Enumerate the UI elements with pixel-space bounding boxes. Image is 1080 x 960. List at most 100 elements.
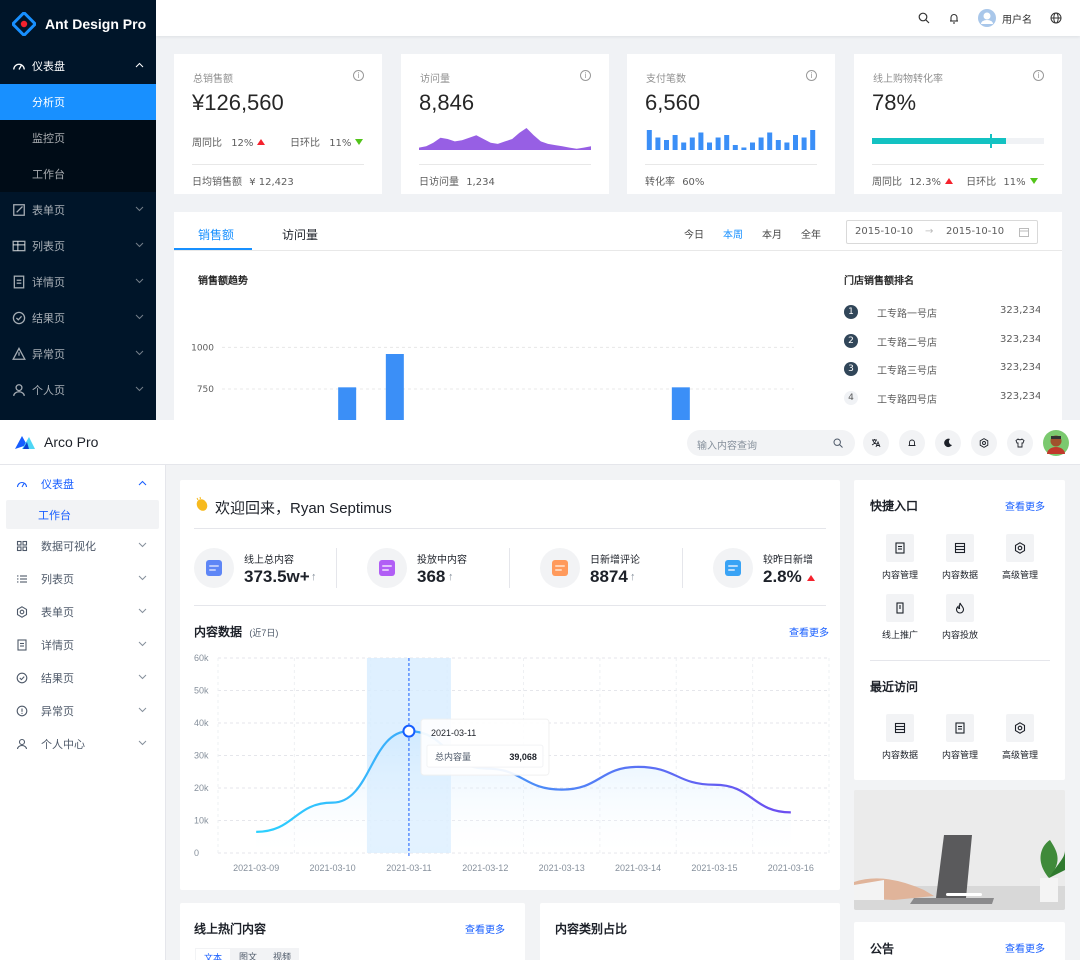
ant-submenu-item[interactable]: 监控页 (32, 132, 65, 145)
notification-button[interactable] (899, 430, 925, 456)
arco-menu-item[interactable]: 表单页 (0, 595, 165, 628)
translate-icon (871, 439, 881, 448)
fire-icon (955, 602, 965, 614)
date-range-picker[interactable]: 2015-10-10 → 2015-10-10 (846, 220, 1038, 244)
info-icon[interactable]: i (353, 70, 364, 81)
language-button[interactable] (863, 430, 889, 456)
ant-menu-item[interactable]: 详情页 (0, 264, 156, 300)
date-start[interactable]: 2015-10-10 (855, 226, 914, 237)
range-month[interactable]: 本月 (762, 230, 782, 241)
arco-menu-item[interactable]: 结果页 (0, 661, 165, 694)
recent-title: 最近访问 (870, 680, 919, 694)
arco-menu-item[interactable]: 数据可视化 (0, 529, 165, 562)
x-tick-label: 2021-03-15 (691, 863, 737, 873)
stat-label: 较昨日新增 (763, 555, 813, 566)
ant-submenu: 分析页监控页工作台 (0, 84, 156, 192)
mini-bar (801, 137, 807, 150)
apps-icon (16, 540, 28, 551)
tab-visits[interactable]: 访问量 (282, 228, 319, 242)
ant-logo[interactable]: Ant Design Pro (0, 0, 156, 48)
username[interactable]: 用户名 (1002, 14, 1032, 26)
file-icon (895, 542, 905, 554)
ant-menu-item[interactable]: 列表页 (0, 228, 156, 264)
tab-sales[interactable]: 销售额 (198, 228, 235, 242)
card-value: ¥126,560 (192, 90, 284, 115)
quick-entry-item[interactable]: 高级管理 (990, 714, 1050, 761)
menu-label: 详情页 (41, 639, 74, 652)
arco-menu-item[interactable]: 仪表盘 (0, 467, 165, 500)
quick-entry-item[interactable]: 高级管理 (990, 534, 1050, 581)
ant-menu-item[interactable]: 表单页 (0, 192, 156, 228)
divider (194, 605, 826, 606)
banner-carousel[interactable] (854, 790, 1065, 910)
arco-submenu-item[interactable]: 工作台 (6, 500, 159, 529)
chevron-down-icon (138, 542, 147, 548)
range-today[interactable]: 今日 (684, 230, 704, 241)
sales-bar[interactable] (385, 354, 404, 420)
view-more-link[interactable]: 查看更多 (1005, 944, 1045, 955)
divider (872, 164, 1044, 165)
tab-image-text[interactable]: 图文 (239, 952, 258, 960)
view-more-link[interactable]: 查看更多 (1005, 502, 1045, 513)
trend-label: 日环比 (290, 138, 320, 149)
theme-button[interactable] (935, 430, 961, 456)
ant-menu-item[interactable]: 异常页 (0, 336, 156, 372)
shirt-icon (1015, 438, 1025, 448)
mini-bar (784, 142, 790, 150)
avatar[interactable] (1043, 430, 1069, 456)
arco-logo-icon[interactable] (14, 434, 36, 450)
info-icon[interactable]: i (580, 70, 591, 81)
stat-glyph-line (555, 565, 565, 567)
search-icon[interactable] (918, 12, 930, 24)
quick-entry-item[interactable]: 内容数据 (930, 534, 990, 581)
divider (194, 528, 826, 529)
ant-submenu-item[interactable]: 分析页 (0, 84, 156, 120)
stat-label: 投放中内容 (417, 555, 467, 566)
storage-icon (894, 722, 906, 734)
globe-icon[interactable] (1050, 12, 1062, 24)
range-week[interactable]: 本周 (723, 230, 743, 241)
arco-menu-item[interactable]: 列表页 (0, 562, 165, 595)
info-icon[interactable]: i (806, 70, 817, 81)
hover-point[interactable] (402, 724, 416, 738)
store-sales-value: 323,234 (1000, 305, 1040, 316)
info-icon[interactable]: i (1033, 70, 1044, 81)
sales-bar[interactable] (338, 387, 357, 420)
ant-menu-item[interactable]: 个人页 (0, 372, 156, 408)
ranking-row: 3 工专路三号店 323,234 (844, 362, 1044, 378)
menu-label: 异常页 (41, 705, 74, 718)
quick-entry-item[interactable]: 内容投放 (930, 594, 990, 641)
quick-entry-item[interactable]: 内容数据 (870, 714, 930, 761)
tab-video[interactable]: 视频 (273, 952, 292, 960)
ant-menu-item[interactable]: 仪表盘 (0, 48, 156, 84)
sales-bar[interactable] (671, 387, 690, 420)
skin-button[interactable] (1007, 430, 1033, 456)
y-tick-label: 30k (194, 751, 209, 761)
view-more-link[interactable]: 查看更多 (789, 628, 829, 639)
dashboard-icon (16, 481, 28, 487)
view-more-link[interactable]: 查看更多 (465, 925, 505, 936)
quick-entry-item[interactable]: 内容管理 (930, 714, 990, 761)
avatar[interactable] (978, 9, 996, 27)
arco-menu-item[interactable]: 异常页 (0, 694, 165, 727)
tab-text[interactable]: 文本 (196, 949, 231, 960)
category-panel: 内容类别占比 (540, 903, 840, 960)
quick-entry-item[interactable]: 内容管理 (870, 534, 930, 581)
progress-fill (872, 138, 1007, 144)
ant-menu-item[interactable]: 结果页 (0, 300, 156, 336)
range-year[interactable]: 全年 (801, 230, 821, 241)
stat-icon-3 (540, 548, 580, 588)
search-input[interactable]: 输入内容查询 (687, 430, 855, 456)
card-value: 8,846 (419, 90, 475, 115)
arco-menu-item[interactable]: 个人中心 (0, 727, 165, 760)
menu-label: 表单页 (32, 204, 65, 217)
arco-menu-item[interactable]: 详情页 (0, 628, 165, 661)
ant-submenu-item[interactable]: 工作台 (32, 168, 65, 181)
bell-icon[interactable] (948, 12, 960, 24)
list-icon (17, 574, 27, 583)
search-icon[interactable] (833, 438, 843, 448)
quick-entry-item[interactable]: 线上推广 (870, 594, 930, 641)
date-end[interactable]: 2015-10-10 (946, 226, 1005, 237)
settings-button[interactable] (971, 430, 997, 456)
y-tick-label: 20k (194, 783, 209, 793)
